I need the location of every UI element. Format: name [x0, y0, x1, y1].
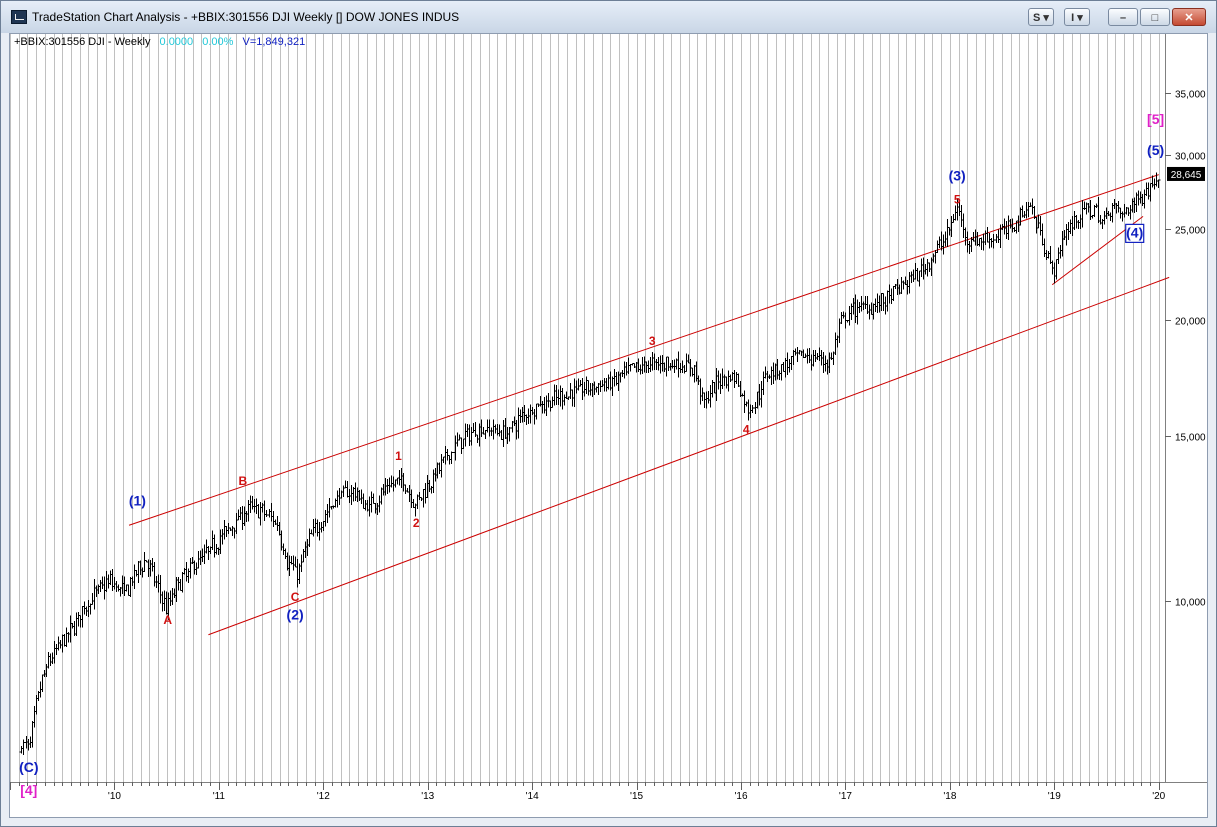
- net-change-percent: 0.00%: [202, 36, 234, 48]
- x-tick-label: '18: [943, 791, 956, 802]
- y-tick-label: 20,000: [1175, 317, 1206, 328]
- y-tick-label: 35,000: [1175, 90, 1206, 101]
- close-button[interactable]: ✕: [1172, 8, 1206, 26]
- wave-label-box: [1125, 223, 1145, 243]
- x-tick-label: '16: [734, 791, 747, 802]
- grid-lines: [10, 34, 1160, 782]
- wave-label: C: [291, 590, 300, 604]
- x-tick-label: '11: [213, 791, 226, 802]
- price-bars: [19, 172, 1161, 756]
- wave-label: (1): [129, 493, 146, 509]
- wave-label: (4): [1126, 224, 1143, 240]
- wave-label: 2: [413, 516, 420, 530]
- wave-label: 3: [649, 334, 656, 348]
- price-chart[interactable]: 10,000 15,000 20,000 25,000 30,000 35,000 '10 '…: [10, 34, 1207, 817]
- x-tick-label: '20: [1152, 791, 1165, 802]
- net-change: 0.0000: [159, 36, 194, 48]
- trendline: [208, 276, 1170, 636]
- y-tick-label: 10,000: [1175, 598, 1206, 609]
- restore-button[interactable]: □: [1140, 8, 1170, 26]
- y-tick-label: 25,000: [1175, 226, 1206, 237]
- x-tick-label: '19: [1048, 791, 1061, 802]
- symbol-info-line: +BBIX:301556 DJI - Weekly 0.0000 0.00% V…: [14, 36, 311, 48]
- wave-label: [5]: [1147, 111, 1164, 127]
- wave-label: 4: [743, 423, 750, 437]
- wave-label: (5): [1147, 142, 1164, 158]
- x-tick-label: '12: [317, 791, 330, 802]
- s-dropdown-button[interactable]: S ▾: [1028, 8, 1054, 26]
- wave-label: (3): [949, 167, 966, 183]
- last-price-label: 28,645: [1171, 170, 1202, 181]
- chart-area[interactable]: +BBIX:301556 DJI - Weekly 0.0000 0.00% V…: [9, 33, 1208, 818]
- wave-label: [4]: [20, 782, 37, 798]
- x-tick-label: '14: [526, 791, 539, 802]
- wave-label: 5: [954, 192, 961, 206]
- y-tick-label: 30,000: [1175, 152, 1206, 163]
- window-title: TradeStation Chart Analysis - +BBIX:3015…: [32, 10, 460, 24]
- last-price-box: [1167, 166, 1205, 181]
- symbol-label: +BBIX:301556 DJI - Weekly: [14, 36, 151, 48]
- y-tick-label: 15,000: [1175, 433, 1206, 444]
- volume-readout: V=1,849,321: [242, 36, 306, 48]
- x-tick-label: '10: [108, 791, 121, 802]
- wave-label: (2): [287, 607, 304, 623]
- wave-label: B: [239, 474, 248, 488]
- wave-label: 1: [395, 449, 402, 463]
- x-tick-label: '13: [421, 791, 434, 802]
- wave-label: (C): [19, 759, 38, 775]
- wave-label: A: [163, 613, 172, 627]
- x-tick-label: '15: [630, 791, 643, 802]
- chart-app-icon: [11, 10, 27, 24]
- x-tick-label: '17: [839, 791, 852, 802]
- title-bar[interactable]: TradeStation Chart Analysis - +BBIX:3015…: [1, 1, 1216, 33]
- i-dropdown-button[interactable]: I ▾: [1064, 8, 1090, 26]
- minimize-button[interactable]: –: [1108, 8, 1138, 26]
